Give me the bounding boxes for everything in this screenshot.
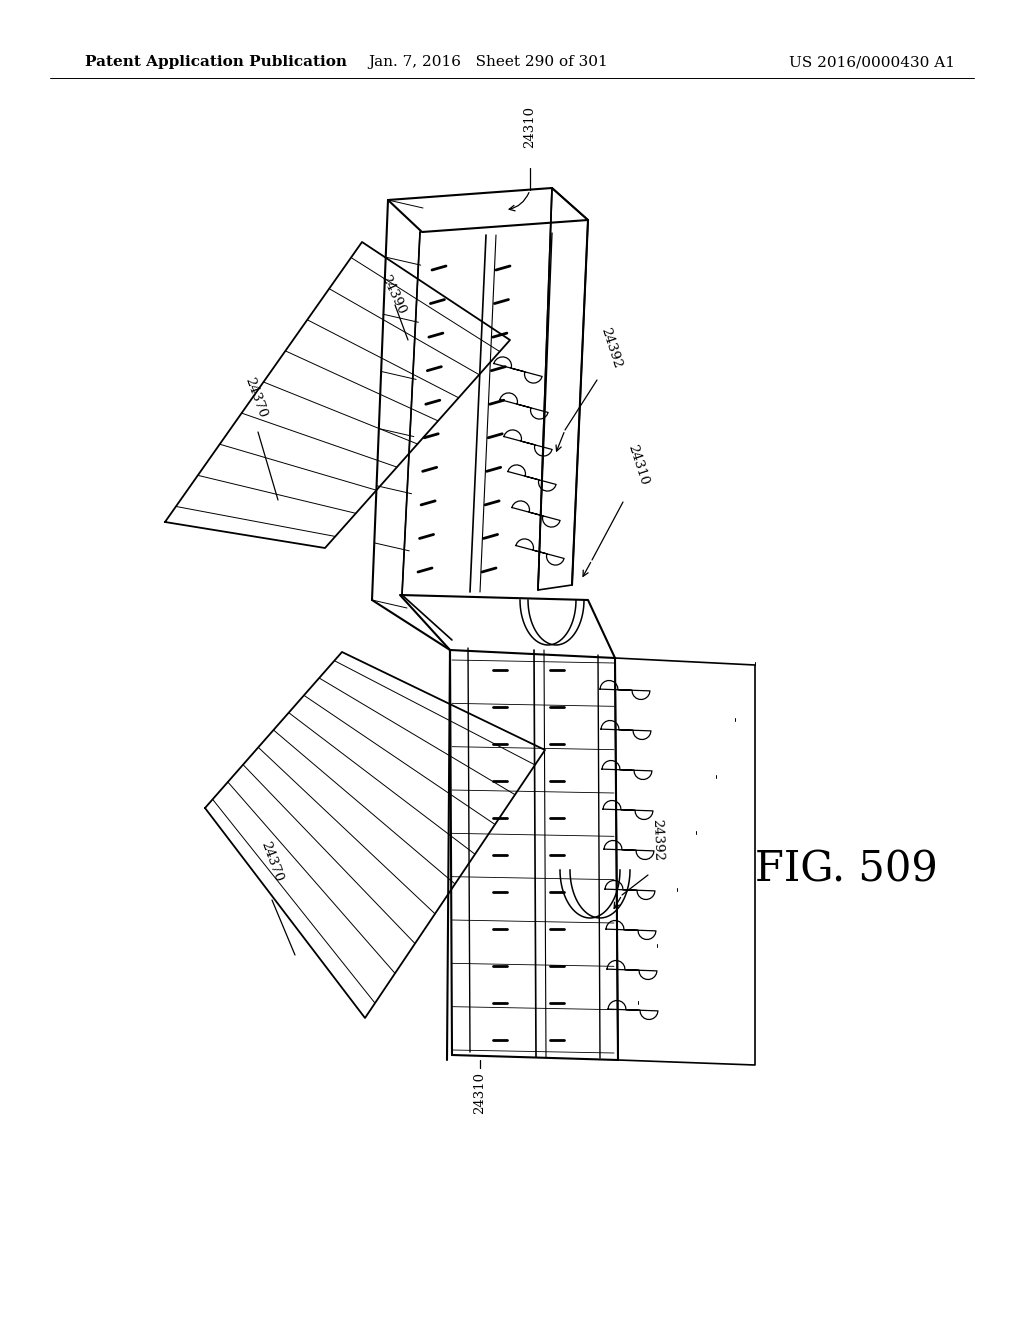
Text: 24392: 24392 (598, 326, 624, 370)
Text: 24390: 24390 (378, 273, 408, 317)
Text: 24310: 24310 (473, 1072, 486, 1114)
Text: FIG. 509: FIG. 509 (755, 849, 938, 891)
Text: 24310: 24310 (523, 106, 537, 148)
Text: 24310: 24310 (625, 444, 650, 487)
Text: Jan. 7, 2016   Sheet 290 of 301: Jan. 7, 2016 Sheet 290 of 301 (368, 55, 608, 69)
Text: US 2016/0000430 A1: US 2016/0000430 A1 (790, 55, 955, 69)
Text: 24392: 24392 (650, 818, 665, 861)
Text: 24370: 24370 (242, 376, 268, 420)
Text: 24370: 24370 (258, 840, 285, 884)
Text: Patent Application Publication: Patent Application Publication (85, 55, 347, 69)
